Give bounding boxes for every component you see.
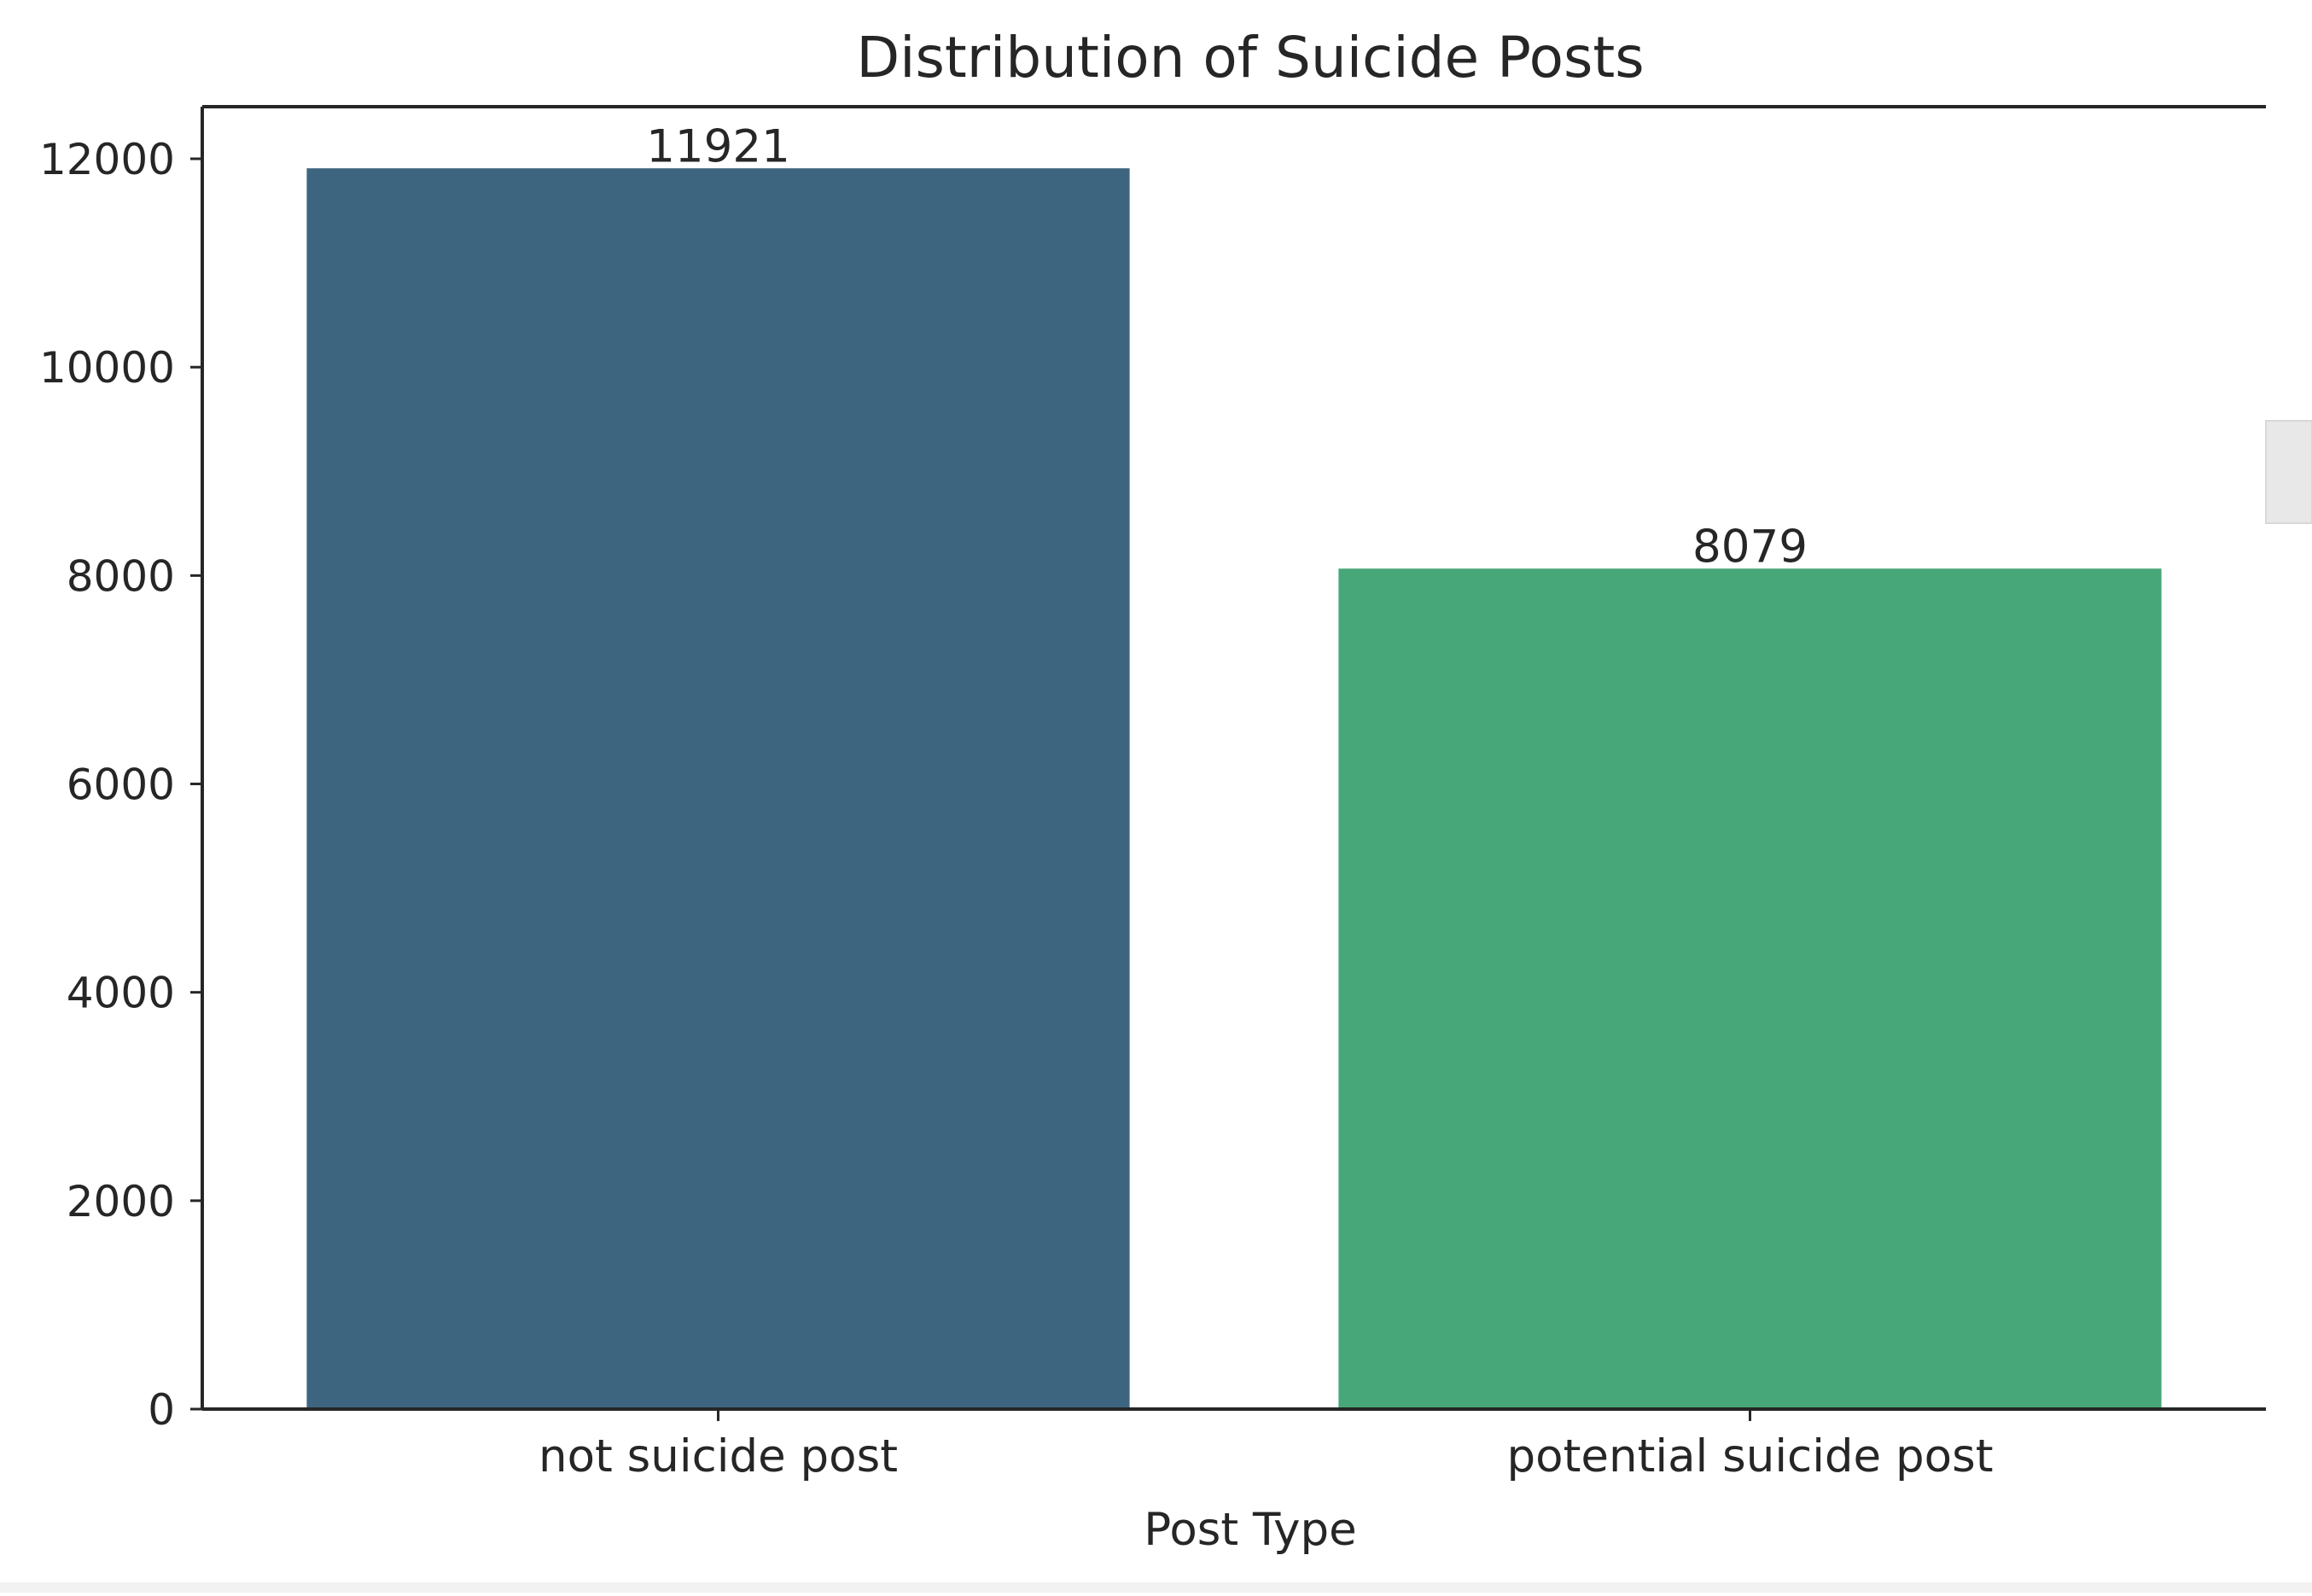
data-labels-layer: 11921 8079: [646, 121, 1808, 574]
y-tick-label-1: 2000: [67, 1177, 175, 1226]
x-axis-title: Post Type: [1144, 1504, 1356, 1556]
x-ticks: not suicide post potential suicide post: [539, 1409, 1993, 1482]
bar-0: [304, 166, 1133, 1411]
bar-1: [1336, 566, 2164, 1411]
x-tick-label-1: potential suicide post: [1507, 1430, 1994, 1482]
y-tick-label-6: 12000: [39, 135, 175, 184]
y-tick-label-2: 4000: [67, 969, 175, 1018]
y-tick-label-0: 0: [148, 1385, 175, 1435]
scrollbar-thumb[interactable]: [2265, 420, 2312, 524]
y-tick-label-5: 10000: [39, 343, 175, 393]
chart-title: Distribution of Suicide Posts: [856, 25, 1644, 90]
x-tick-label-0: not suicide post: [539, 1430, 898, 1482]
data-label-0: 11921: [646, 121, 790, 173]
y-tick-label-3: 6000: [67, 760, 175, 810]
bars-layer: [304, 166, 2164, 1411]
y-tick-label-4: 8000: [67, 551, 175, 601]
bottom-scroll-edge: [0, 1582, 2312, 1593]
y-ticks: 0 2000 4000 6000 8000 10000 12000: [39, 135, 202, 1435]
data-label-1: 8079: [1692, 521, 1808, 574]
